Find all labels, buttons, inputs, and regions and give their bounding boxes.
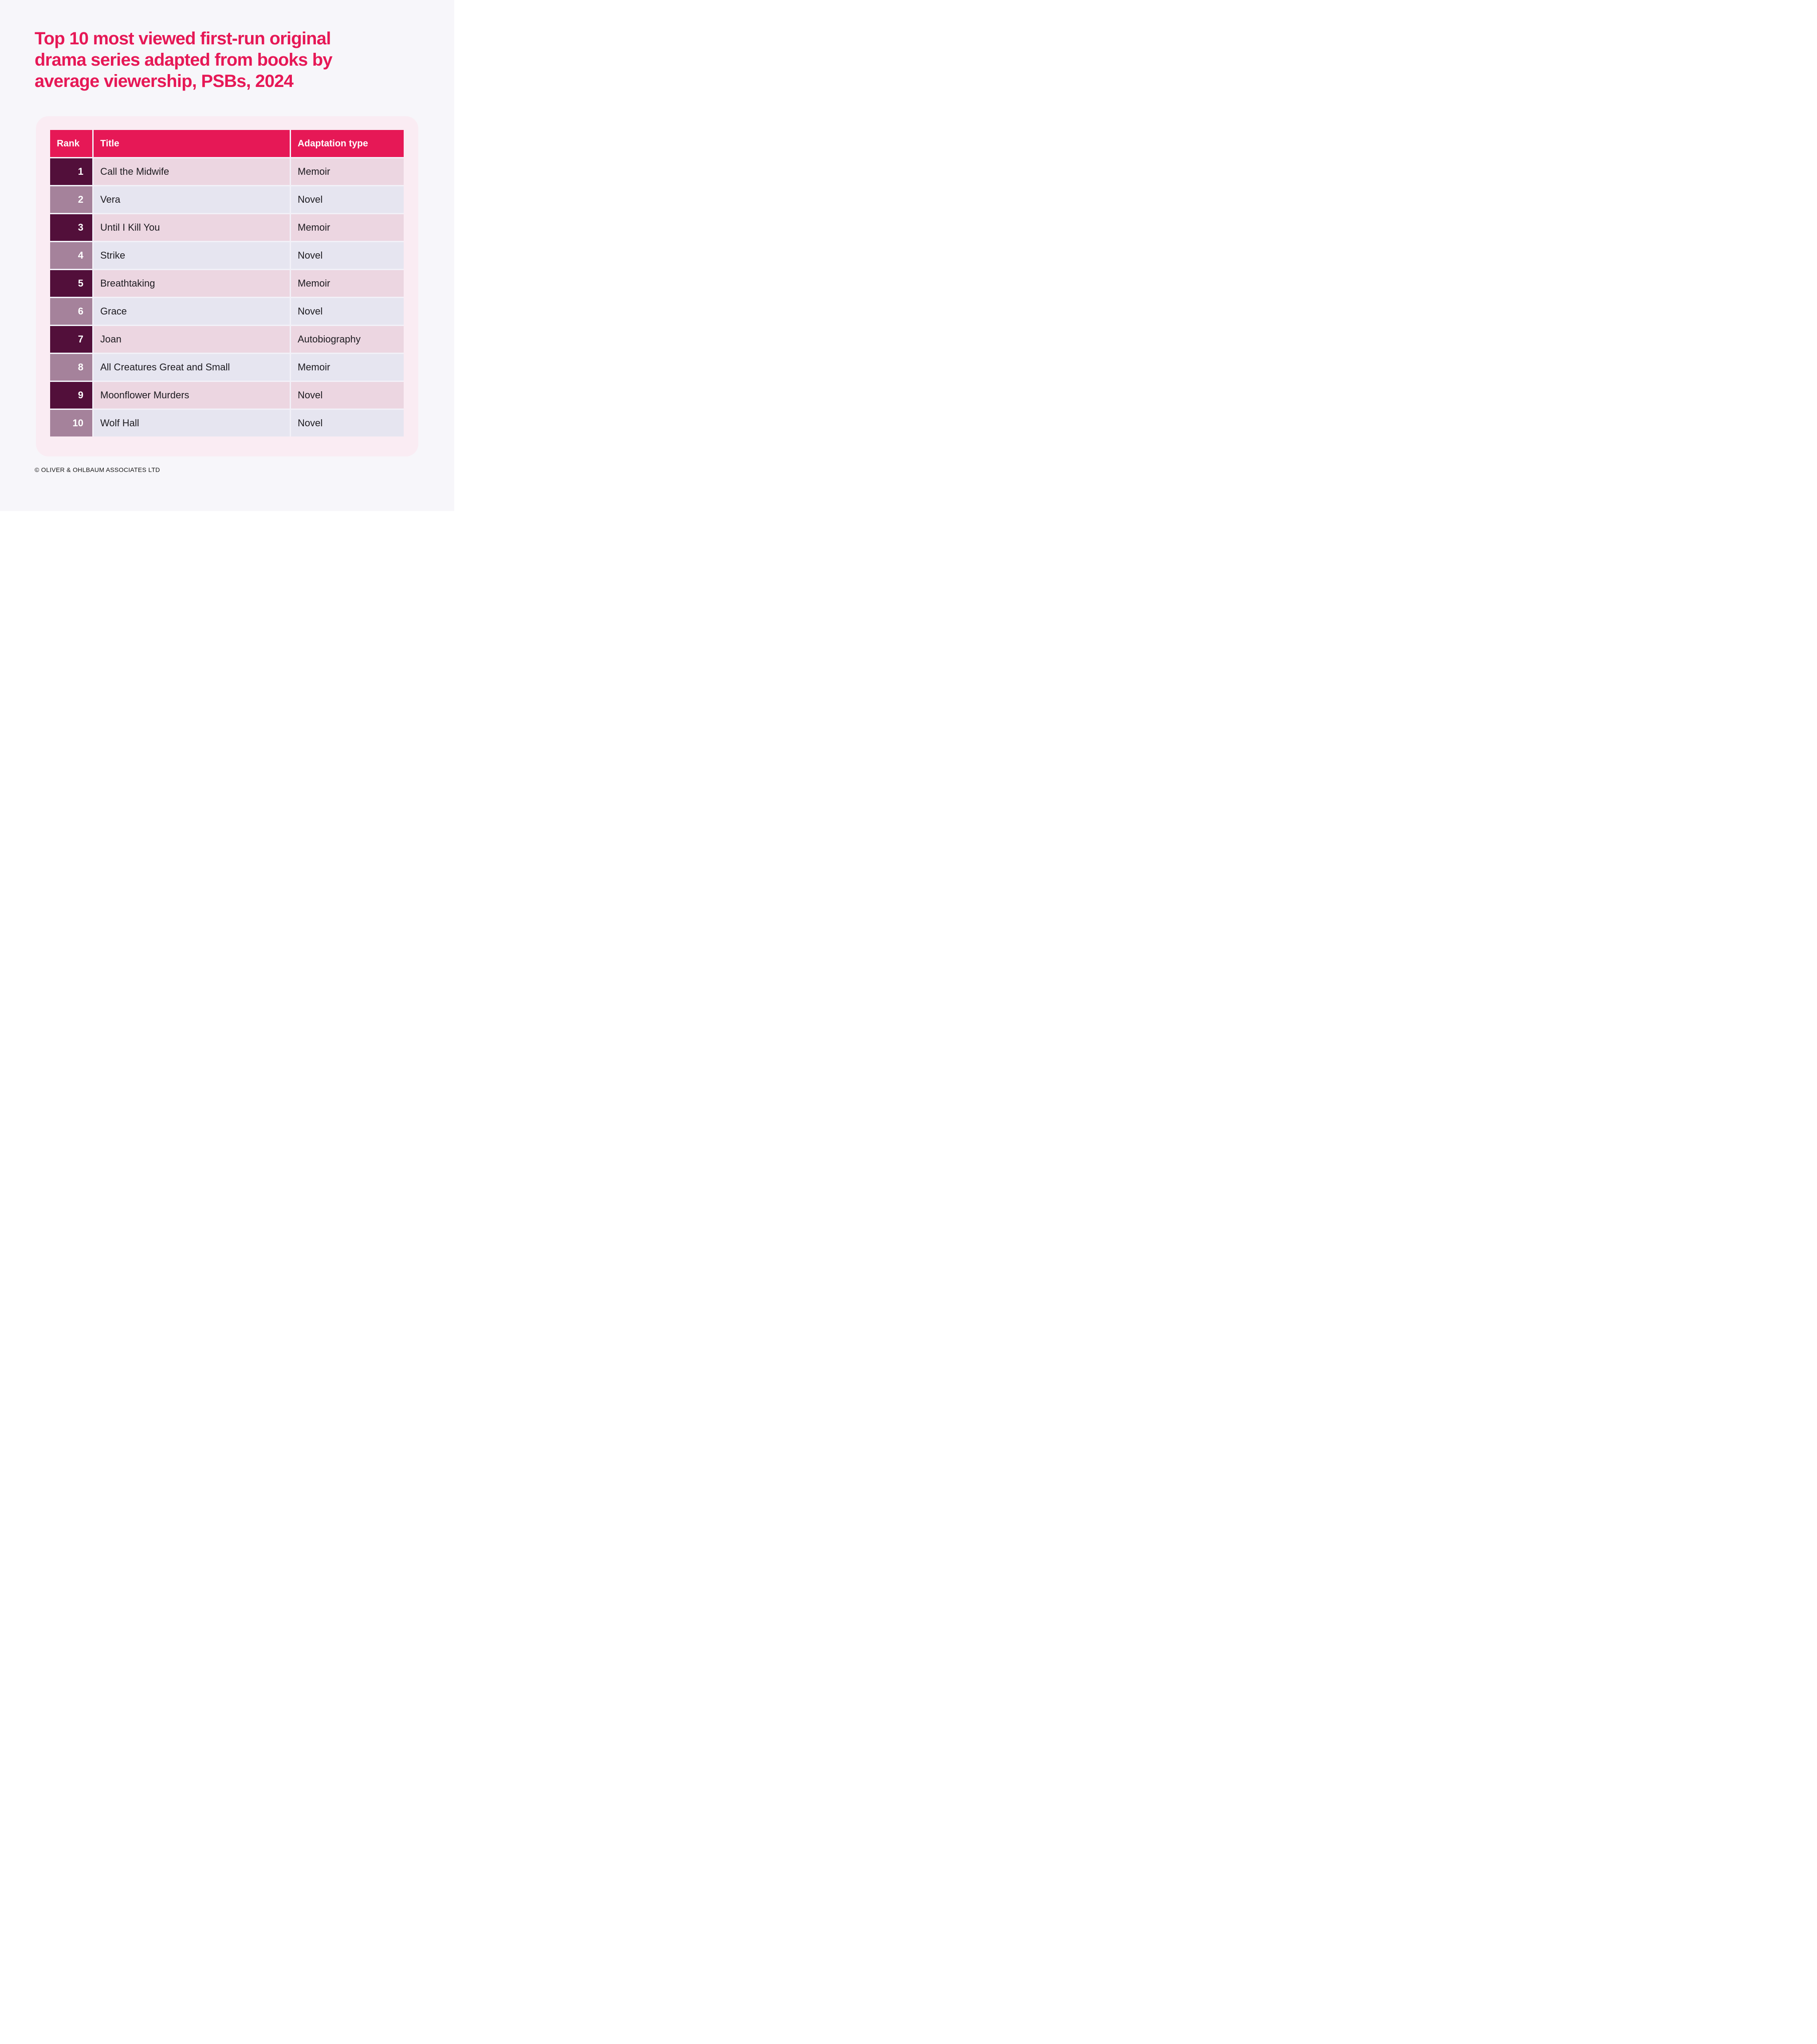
adaptation-type-cell: Novel	[291, 242, 404, 269]
adaptation-type-cell: Novel	[291, 382, 404, 409]
page-title: Top 10 most viewed first-run original dra…	[35, 28, 333, 92]
rank-cell: 4	[50, 242, 92, 269]
adaptation-type-cell: Novel	[291, 410, 404, 436]
table-row: 10 Wolf Hall Novel	[50, 410, 404, 436]
title-cell: Strike	[94, 242, 290, 269]
column-header-rank: Rank	[50, 130, 92, 157]
rank-cell: 1	[50, 158, 92, 185]
rank-cell: 9	[50, 382, 92, 409]
title-cell: Vera	[94, 186, 290, 213]
table-row: 5 Breathtaking Memoir	[50, 270, 404, 297]
title-cell: Joan	[94, 326, 290, 353]
column-header-adaptation-type: Adaptation type	[291, 130, 404, 157]
title-cell: Grace	[94, 298, 290, 325]
title-cell: Wolf Hall	[94, 410, 290, 436]
table-row: 3 Until I Kill You Memoir	[50, 214, 404, 241]
table-row: 2 Vera Novel	[50, 186, 404, 213]
adaptation-type-cell: Memoir	[291, 214, 404, 241]
title-cell: Call the Midwife	[94, 158, 290, 185]
page-title-line: drama series adapted from books by	[35, 50, 333, 70]
title-cell: Moonflower Murders	[94, 382, 290, 409]
table-row: 7 Joan Autobiography	[50, 326, 404, 353]
copyright-footer: © OLIVER & OHLBAUM ASSOCIATES LTD	[35, 466, 160, 473]
rank-cell: 3	[50, 214, 92, 241]
adaptation-type-cell: Memoir	[291, 158, 404, 185]
page-title-line: average viewership, PSBs, 2024	[35, 71, 294, 91]
title-cell: Until I Kill You	[94, 214, 290, 241]
infographic-page: Top 10 most viewed first-run original dra…	[0, 0, 454, 511]
rank-cell: 7	[50, 326, 92, 353]
ranking-table: Rank Title Adaptation type 1 Call the Mid…	[50, 130, 404, 436]
adaptation-type-cell: Memoir	[291, 270, 404, 297]
title-cell: All Creatures Great and Small	[94, 354, 290, 381]
adaptation-type-cell: Novel	[291, 298, 404, 325]
ranking-card: Rank Title Adaptation type 1 Call the Mid…	[36, 116, 418, 456]
rank-cell: 2	[50, 186, 92, 213]
rank-cell: 8	[50, 354, 92, 381]
table-row: 6 Grace Novel	[50, 298, 404, 325]
adaptation-type-cell: Autobiography	[291, 326, 404, 353]
column-header-title: Title	[94, 130, 290, 157]
title-cell: Breathtaking	[94, 270, 290, 297]
table-row: 8 All Creatures Great and Small Memoir	[50, 354, 404, 381]
rank-cell: 5	[50, 270, 92, 297]
table-header-row: Rank Title Adaptation type	[50, 130, 404, 157]
adaptation-type-cell: Memoir	[291, 354, 404, 381]
rank-cell: 10	[50, 410, 92, 436]
table-row: 1 Call the Midwife Memoir	[50, 158, 404, 185]
table-row: 9 Moonflower Murders Novel	[50, 382, 404, 409]
table-row: 4 Strike Novel	[50, 242, 404, 269]
adaptation-type-cell: Novel	[291, 186, 404, 213]
page-title-line: Top 10 most viewed first-run original	[35, 29, 331, 48]
rank-cell: 6	[50, 298, 92, 325]
